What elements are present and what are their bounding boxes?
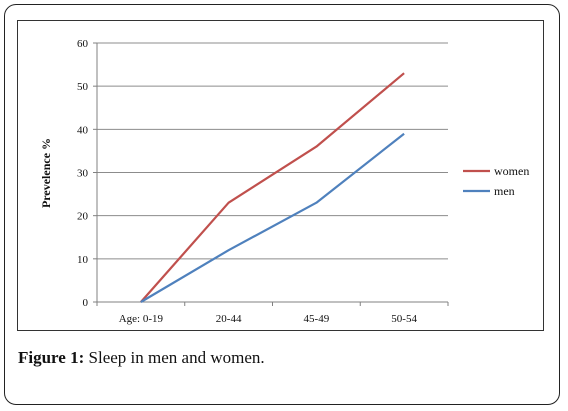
y-tick-50: 50 bbox=[77, 81, 89, 93]
x-tick-labels: Age: 0-19 20-44 45-49 50-54 bbox=[119, 313, 418, 325]
y-tick-20: 20 bbox=[77, 211, 89, 223]
y-tick-60: 60 bbox=[77, 38, 89, 50]
x-tick-2: 45-49 bbox=[304, 313, 330, 325]
legend: women men bbox=[463, 164, 529, 198]
y-tick-30: 30 bbox=[77, 168, 89, 180]
caption-text: Sleep in men and women. bbox=[84, 348, 265, 367]
figure-caption: Figure 1: Sleep in men and women. bbox=[18, 348, 265, 368]
caption-label: Figure 1: bbox=[18, 348, 85, 367]
y-tick-10: 10 bbox=[77, 254, 89, 266]
x-tick-0: Age: 0-19 bbox=[119, 313, 164, 325]
legend-label-men: men bbox=[494, 184, 515, 198]
y-axis-label: Prevelence % bbox=[39, 138, 53, 208]
series-line-women bbox=[140, 72, 405, 303]
series-line-men bbox=[140, 132, 405, 303]
series-lines bbox=[140, 72, 405, 303]
legend-label-women: women bbox=[494, 164, 529, 178]
x-tick-1: 20-44 bbox=[216, 313, 242, 325]
axes bbox=[93, 42, 449, 306]
chart-area bbox=[17, 20, 544, 331]
x-tick-3: 50-54 bbox=[391, 313, 417, 325]
y-tick-40: 40 bbox=[77, 124, 89, 136]
y-tick-0: 0 bbox=[83, 297, 89, 309]
y-tick-labels: 0 10 20 30 40 50 60 bbox=[77, 38, 89, 309]
